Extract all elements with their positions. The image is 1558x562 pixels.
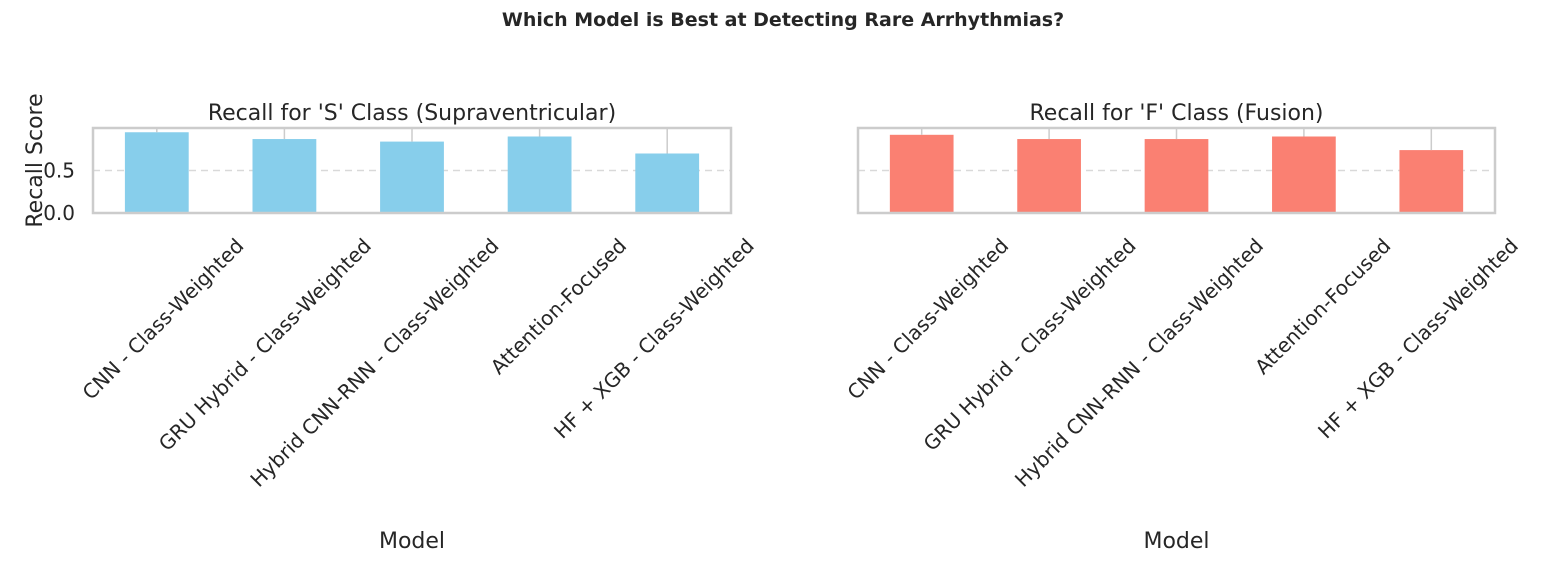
x-tick-label: HF + XGB - Class-Weighted (549, 234, 759, 444)
figure-suptitle: Which Model is Best at Detecting Rare Ar… (502, 9, 1064, 31)
chart-panel-2: Recall for 'F' Class (Fusion)CNN - Class… (842, 101, 1522, 554)
bar-2 (252, 139, 317, 213)
x-axis-label: Model (1143, 529, 1209, 554)
chart-panel-1: Recall for 'S' Class (Supraventricular) 0… (23, 93, 759, 554)
x-tick-label: Attention-Focused (1250, 234, 1395, 379)
y-tick-label: 0.0 (43, 201, 75, 225)
bar-2 (1017, 139, 1081, 213)
x-tick-label: Hybrid CNN-RNN - Class-Weighted (1010, 234, 1268, 492)
bar-4 (507, 136, 572, 213)
chart-panels: Recall for 'S' Class (Supraventricular) 0… (23, 93, 1523, 554)
x-tick-label: GRU Hybrid - Class-Weighted (154, 234, 376, 456)
x-tick-label: Attention-Focused (486, 234, 631, 379)
chart-title: Recall for 'F' Class (Fusion) (1029, 101, 1323, 126)
bar-3 (1144, 139, 1209, 213)
chart-title: Recall for 'S' Class (Supraventricular) (208, 101, 616, 126)
bar-4 (1272, 136, 1336, 213)
axes-frame (856, 126, 1497, 215)
y-tick-label: 0.5 (43, 159, 75, 183)
bar-5 (1399, 150, 1464, 213)
x-tick-label: HF + XGB - Class-Weighted (1313, 234, 1523, 444)
x-axis-label: Model (379, 529, 445, 554)
x-tick-label: GRU Hybrid - Class-Weighted (919, 234, 1141, 456)
bar-3 (380, 141, 444, 213)
bar-5 (635, 153, 700, 213)
y-axis-label: Recall Score (23, 93, 48, 227)
x-tick-label: Hybrid CNN-RNN - Class-Weighted (245, 234, 503, 492)
axes-frame (91, 126, 733, 215)
bar-1 (124, 132, 189, 213)
bar-1 (889, 134, 954, 213)
